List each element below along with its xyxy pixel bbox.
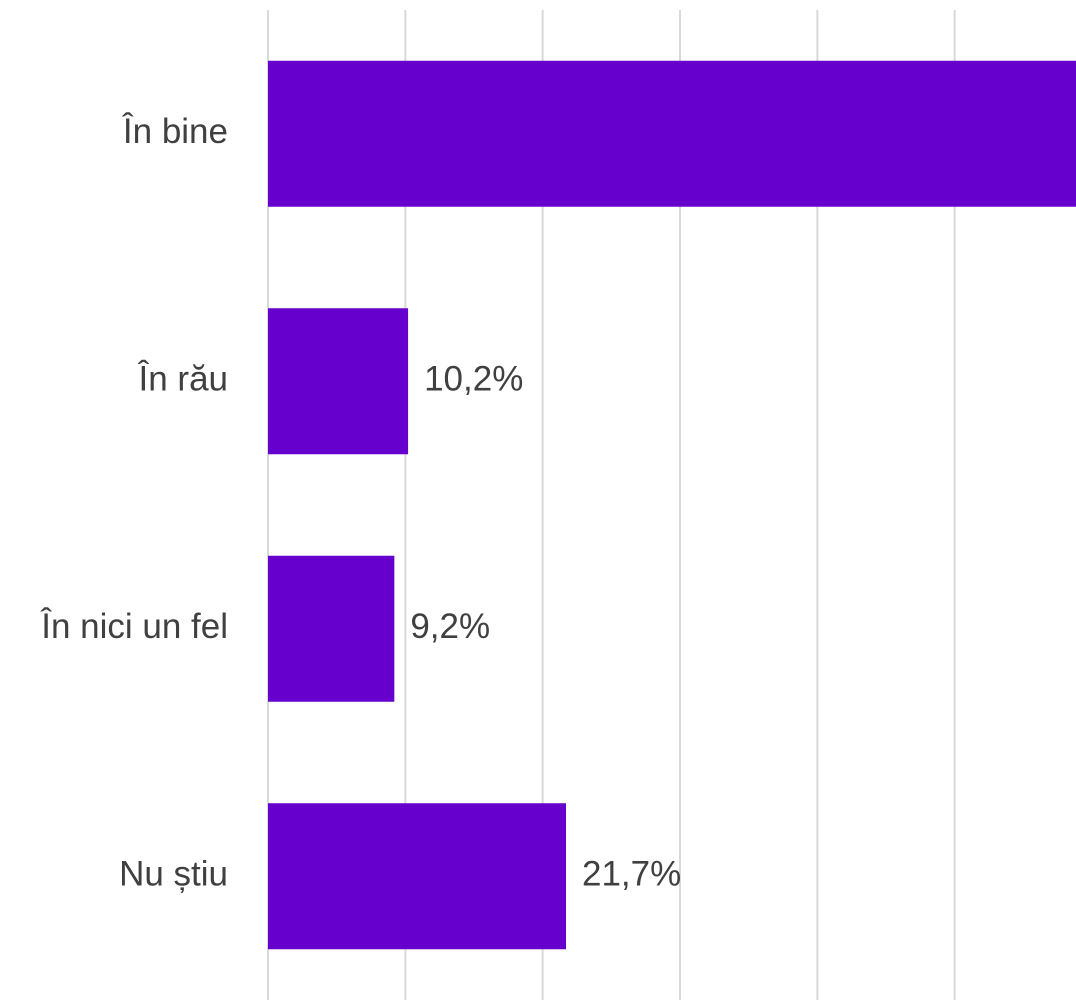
data-label: 10,2% <box>424 360 523 399</box>
data-label: 9,2% <box>410 607 490 646</box>
category-label: Nu știu <box>119 855 228 894</box>
bars <box>268 60 1076 950</box>
bar <box>268 555 395 702</box>
bar <box>268 60 1076 207</box>
category-label: În nici un fel <box>40 607 228 646</box>
bar <box>268 803 567 950</box>
category-label: În bine <box>122 112 228 151</box>
bar <box>268 308 409 455</box>
category-label: În rău <box>138 360 229 399</box>
data-label: 21,7% <box>582 855 681 894</box>
